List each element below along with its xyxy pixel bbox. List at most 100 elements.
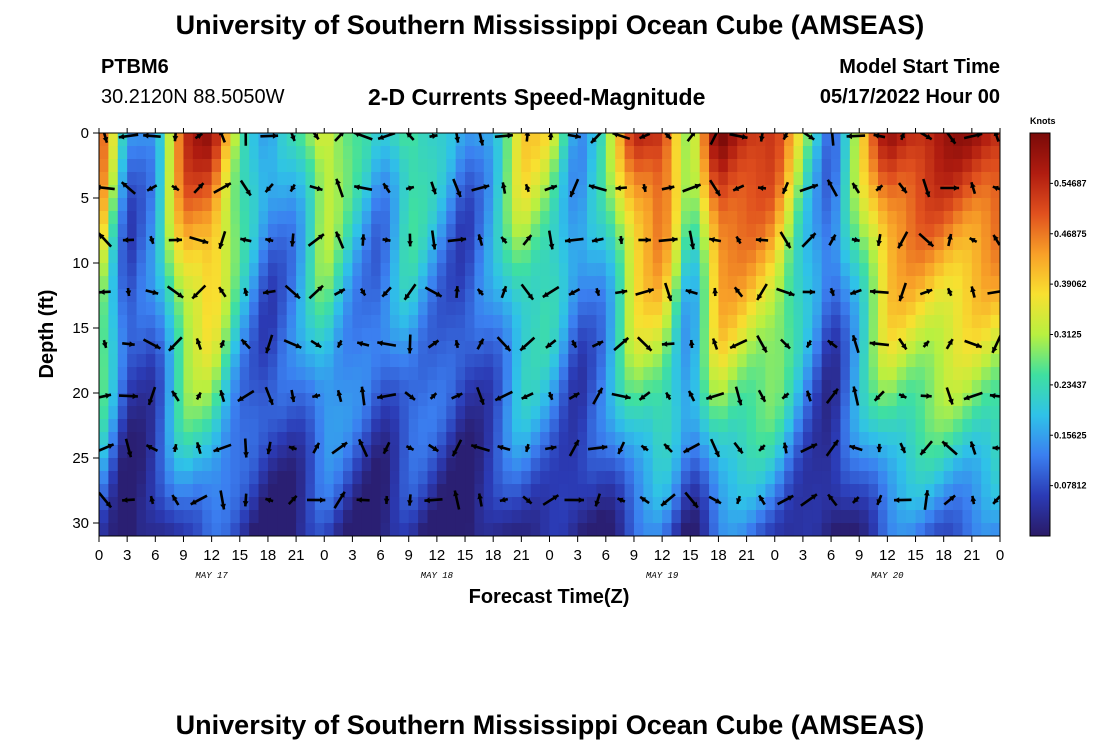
heatmap-cell: [662, 484, 673, 498]
current-arrow: [898, 392, 907, 399]
current-arrow: [898, 337, 908, 351]
heatmap-cell: [99, 458, 109, 472]
heatmap-cell: [793, 237, 804, 251]
heatmap-cell: [662, 523, 673, 536]
heatmap-cell: [436, 172, 447, 186]
heatmap-cell: [305, 224, 316, 238]
heatmap-cell: [577, 211, 588, 225]
heatmap-cell: [671, 198, 682, 212]
heatmap-cell: [784, 484, 795, 498]
heatmap-cell: [493, 328, 504, 342]
heatmap-cell: [352, 224, 363, 238]
heatmap-cell: [174, 432, 185, 446]
heatmap-cell: [446, 224, 457, 238]
heatmap-cell: [352, 185, 363, 199]
heatmap-cell: [549, 445, 560, 459]
heatmap-cell: [643, 354, 654, 368]
heatmap-cell: [324, 224, 335, 238]
heatmap-cell: [361, 406, 372, 420]
current-arrow: [615, 185, 628, 191]
heatmap-cell: [239, 289, 250, 303]
heatmap-cell: [774, 406, 785, 420]
heatmap-cell: [633, 172, 644, 186]
heatmap-cell: [587, 172, 598, 186]
heatmap-cell: [812, 172, 823, 186]
heatmap-cell: [446, 211, 457, 225]
heatmap-cell: [812, 328, 823, 342]
heatmap-cell: [286, 380, 297, 394]
heatmap-cell: [465, 146, 476, 160]
heatmap-cell: [127, 237, 138, 251]
heatmap-cell: [746, 133, 757, 147]
heatmap-cell: [267, 510, 278, 524]
current-arrow: [756, 283, 768, 301]
heatmap-cell: [221, 315, 231, 329]
heatmap-cell: [502, 354, 513, 368]
heatmap-cell: [314, 263, 325, 277]
current-arrow: [618, 235, 624, 245]
current-arrow: [665, 391, 672, 401]
heatmap-cell: [164, 224, 175, 238]
heatmap-cell: [239, 341, 250, 355]
heatmap-cell: [643, 302, 654, 316]
heatmap-cell: [511, 510, 522, 524]
heatmap-cell: [671, 419, 682, 433]
heatmap-cell: [427, 146, 438, 160]
heatmap-cell: [812, 263, 823, 277]
heatmap-cell: [530, 133, 541, 147]
heatmap-cell: [211, 341, 222, 355]
heatmap-cell: [296, 211, 307, 225]
heatmap-cell: [774, 341, 785, 355]
heatmap-cell: [802, 367, 813, 381]
heatmap-cell: [859, 224, 870, 238]
heatmap-cell: [624, 159, 635, 173]
heatmap-cell: [737, 510, 748, 524]
heatmap-cell: [831, 419, 842, 433]
heatmap-cell: [333, 289, 344, 303]
heatmap-cell: [896, 406, 907, 420]
heatmap-cell: [493, 419, 504, 433]
heatmap-cell: [840, 419, 851, 433]
heatmap-cell: [408, 354, 419, 368]
heatmap-cell: [436, 419, 447, 433]
heatmap-cell: [352, 510, 363, 524]
heatmap-cell: [953, 510, 964, 524]
heatmap-cell: [859, 523, 870, 536]
heatmap-cell: [877, 263, 888, 277]
heatmap-cell: [802, 185, 813, 199]
heatmap-cell: [99, 172, 109, 186]
heatmap-cell: [680, 315, 691, 329]
heatmap-cell: [333, 211, 344, 225]
current-arrow: [189, 236, 209, 244]
heatmap-cell: [483, 510, 494, 524]
heatmap-cell: [446, 198, 457, 212]
heatmap-cell: [605, 250, 616, 264]
heatmap-cell: [202, 367, 213, 381]
heatmap-cell: [99, 211, 109, 225]
heatmap-cell: [615, 198, 626, 212]
heatmap-cell: [934, 198, 945, 212]
heatmap-cell: [296, 237, 307, 251]
heatmap-cell: [230, 432, 241, 446]
heatmap-cell: [408, 198, 419, 212]
heatmap-cell: [962, 354, 973, 368]
heatmap-cell: [258, 159, 269, 173]
heatmap-cell: [427, 237, 438, 251]
heatmap-cell: [934, 263, 945, 277]
heatmap-cell: [446, 302, 457, 316]
heatmap-cell: [183, 328, 194, 342]
heatmap-cell: [174, 354, 185, 368]
heatmap-cell: [755, 510, 766, 524]
heatmap-cell: [127, 432, 138, 446]
heatmap-cell: [624, 263, 635, 277]
heatmap-cell: [802, 510, 813, 524]
heatmap-cell: [793, 172, 804, 186]
heatmap-cell: [258, 445, 269, 459]
heatmap-cell: [755, 406, 766, 420]
heatmap-cell: [249, 354, 260, 368]
heatmap-cell: [549, 484, 560, 498]
heatmap-cell: [934, 172, 945, 186]
heatmap-cell: [934, 497, 945, 511]
heatmap-cell: [446, 510, 457, 524]
heatmap-cell: [727, 159, 738, 173]
